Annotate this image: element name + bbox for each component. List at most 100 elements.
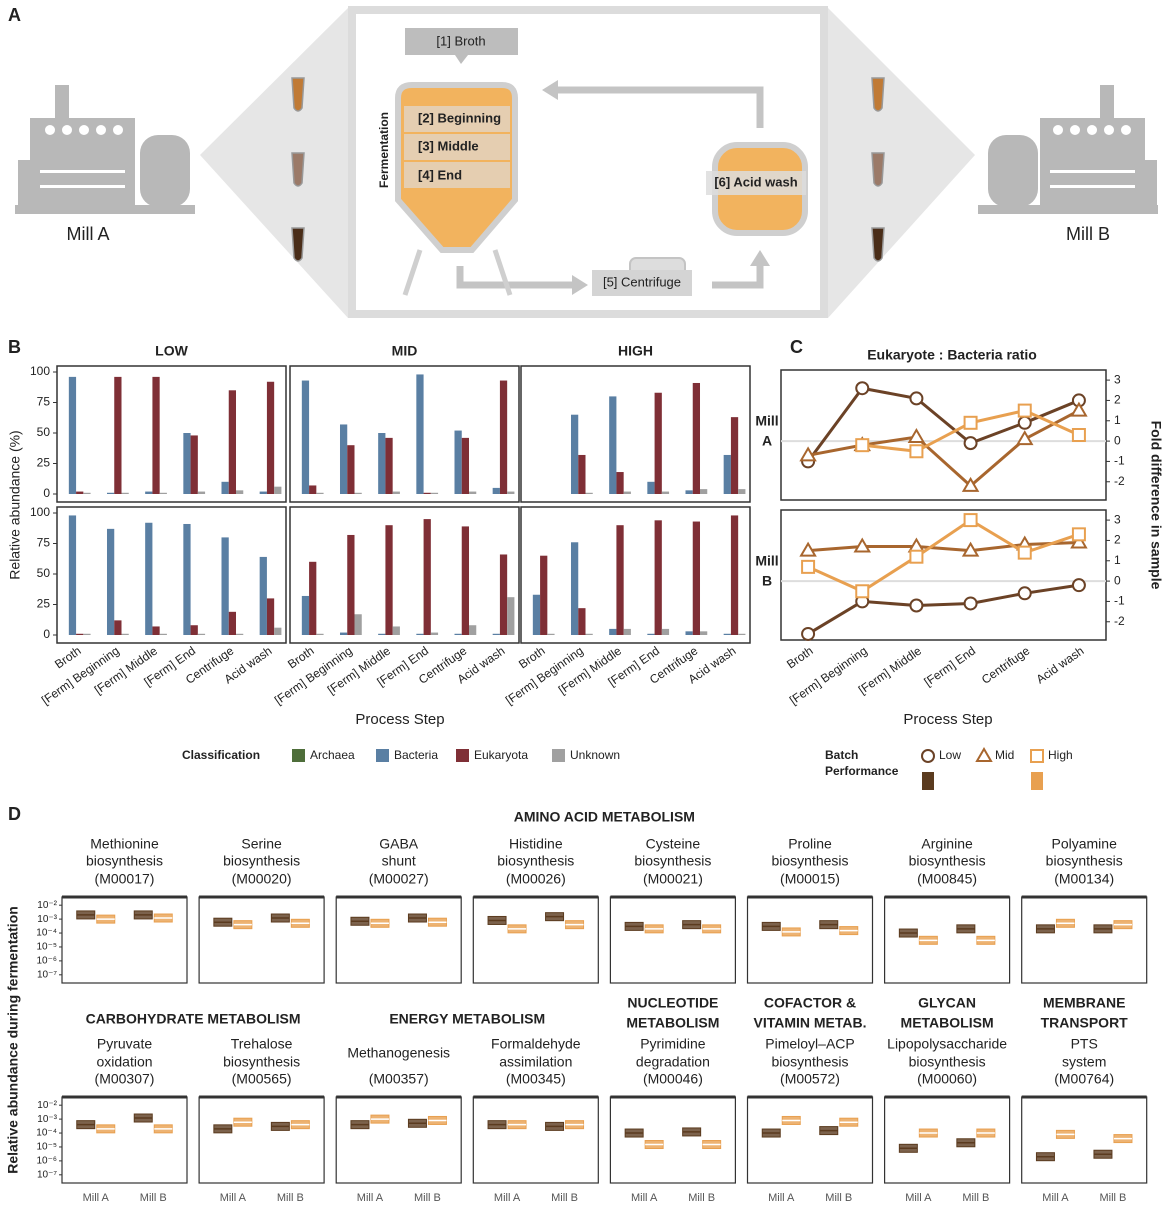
module-title: PTS [1071,1036,1098,1052]
bar [121,492,129,494]
legend-label: Unknown [570,748,620,762]
legend-box [1031,772,1043,790]
module-title: (M00015) [780,871,840,887]
bar [392,491,400,494]
y-axis-label: Relative abundance during fermentation [5,906,21,1174]
side-label: Fermentation [377,112,391,188]
module-title: system [1062,1054,1106,1070]
x-tick-label: Mill B [962,1192,989,1204]
facet-frame [780,509,1107,641]
module-title: biosynthesis [634,853,711,869]
factory-b [978,85,1158,214]
bar [609,396,617,494]
label-band [404,162,510,188]
bar [145,491,153,494]
x-tick-label: Mill B [825,1192,852,1204]
module-title: Proline [788,836,832,852]
module-title: biosynthesis [1046,853,1123,869]
point [1017,415,1032,430]
bar [309,561,317,635]
y-tick-label: 10⁻⁷ [37,969,57,980]
facet-frame [1021,896,1148,984]
module-title: Histidine [509,836,563,852]
bar [347,445,355,494]
x-tick-label: Mill A [83,1192,110,1204]
bar [507,597,515,635]
module-title: (M00307) [95,1071,155,1087]
y-tick-label: 3 [1114,512,1121,526]
y-tick-label: 10⁻⁶ [36,1156,57,1167]
y-tick-label: 75 [37,395,51,409]
module-title: biosynthesis [497,853,574,869]
module-title: (M00046) [643,1071,703,1087]
y-tick-label: 10⁻⁴ [36,928,57,939]
group-title: CARBOHYDRATE METABOLISM [86,1011,301,1027]
sample-tubes [291,77,885,262]
bar [738,633,746,635]
point [963,436,978,451]
point [1017,545,1032,560]
y-tick-label: 0 [43,627,50,641]
facet-frame [289,506,520,644]
bar [236,490,244,494]
bar [183,523,191,635]
x-tick-label: Mill B [1100,1192,1127,1204]
group-title: METABOLISM [901,1015,994,1031]
point [799,541,817,557]
step-label: [2] Beginning [418,110,501,125]
y-tick-label: 10⁻⁵ [36,1142,57,1153]
point [961,476,980,492]
bar [423,492,431,494]
facet-frame [520,365,751,503]
bar [339,424,348,494]
legend-label: Mid [995,748,1014,762]
legend-marker [921,749,935,763]
bar [570,542,579,635]
bar [609,628,617,635]
bar [159,633,167,635]
y-tick-label: 100 [30,364,50,378]
bar [347,534,355,635]
facet-frame [56,506,287,644]
projection [200,8,348,318]
point [855,584,870,599]
point [963,513,978,528]
bar [190,435,198,494]
bar [259,556,267,635]
panel-letter: D [8,804,21,824]
mill-label: Mill A [66,224,109,244]
module-title: biosynthesis [909,853,986,869]
step-label: [5] Centrifuge [603,274,681,289]
bar [647,481,655,494]
x-tick-label: Mill A [905,1192,932,1204]
bar [378,433,386,494]
legend-label: Eukaryota [474,748,528,762]
x-tick-label: Mill B [551,1192,578,1204]
x-tick-label: Mill B [688,1192,715,1204]
legend-label: Low [939,748,961,762]
bar [385,437,393,494]
bar [499,554,508,635]
bar [228,390,237,494]
point [909,391,924,406]
bar [532,594,541,635]
y-tick-label: -2 [1114,474,1125,488]
facet-label: B [762,573,772,589]
module-title: degradation [636,1054,710,1070]
bar [416,374,424,494]
y-tick-label: 0 [1114,433,1121,447]
bar [152,626,160,635]
bar [68,376,77,494]
bar [385,525,393,635]
module-title: (M00021) [643,871,703,887]
module-title: Polyamine [1052,836,1118,852]
panel-letter: A [8,5,21,25]
point [855,438,870,453]
bar [114,376,122,494]
point [1017,403,1032,418]
y-tick-label: -1 [1114,454,1125,468]
x-tick-label: [Ferm] End [921,644,978,690]
y-tick-label: 100 [30,505,50,519]
point [907,428,926,444]
